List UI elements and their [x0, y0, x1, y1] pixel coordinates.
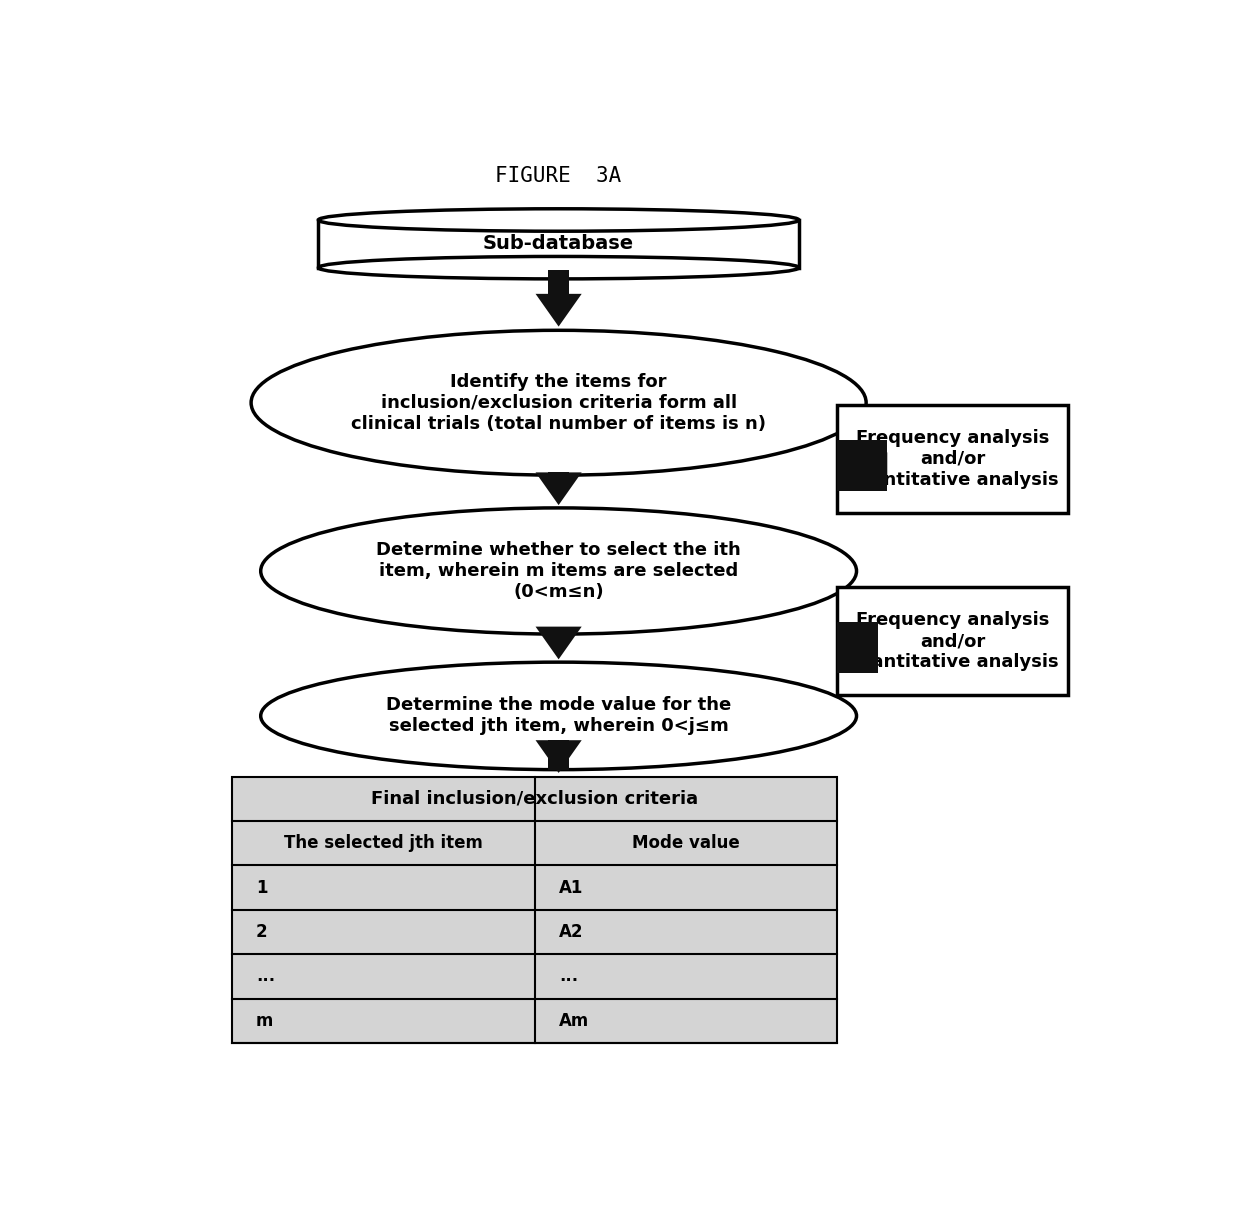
Bar	[548, 472, 569, 475]
Ellipse shape	[319, 256, 799, 279]
Bar	[232, 777, 837, 1043]
Text: Sub-database: Sub-database	[484, 234, 634, 254]
Text: Frequency analysis
and/or
quantitative analysis: Frequency analysis and/or quantitative a…	[847, 612, 1059, 671]
Polygon shape	[866, 453, 888, 478]
Polygon shape	[857, 635, 878, 660]
FancyBboxPatch shape	[837, 588, 1068, 694]
Text: The selected jth item: The selected jth item	[284, 834, 482, 852]
Bar	[319, 220, 799, 267]
Bar	[837, 623, 878, 673]
Bar	[548, 741, 569, 770]
Text: Final inclusion/exclusion criteria: Final inclusion/exclusion criteria	[371, 790, 698, 807]
Polygon shape	[536, 741, 582, 773]
Text: Mode value: Mode value	[632, 834, 740, 852]
Text: Determine whether to select the ith
item, wherein m items are selected
(0<m≤n): Determine whether to select the ith item…	[376, 541, 742, 601]
Text: FIGURE  3A: FIGURE 3A	[496, 165, 621, 186]
Polygon shape	[536, 472, 582, 505]
Ellipse shape	[260, 507, 857, 634]
Bar	[837, 441, 888, 490]
Ellipse shape	[250, 330, 866, 475]
Ellipse shape	[319, 209, 799, 231]
Polygon shape	[536, 294, 582, 327]
Text: 1: 1	[257, 879, 268, 897]
Text: ...: ...	[559, 968, 578, 986]
Ellipse shape	[260, 662, 857, 770]
Text: 2: 2	[257, 923, 268, 941]
Text: A2: A2	[559, 923, 583, 941]
Text: Identify the items for
inclusion/exclusion criteria form all
clinical trials (to: Identify the items for inclusion/exclusi…	[351, 373, 766, 432]
Text: A1: A1	[559, 879, 583, 897]
Text: Determine the mode value for the
selected jth item, wherein 0<j≤m: Determine the mode value for the selecte…	[386, 697, 732, 736]
Bar	[548, 626, 569, 634]
Text: ...: ...	[257, 968, 275, 986]
Polygon shape	[536, 626, 582, 659]
Text: Am: Am	[559, 1011, 589, 1029]
Text: Frequency analysis
and/or
quantitative analysis: Frequency analysis and/or quantitative a…	[847, 429, 1059, 488]
Text: m: m	[257, 1011, 274, 1029]
Bar	[548, 271, 569, 294]
FancyBboxPatch shape	[837, 405, 1068, 512]
